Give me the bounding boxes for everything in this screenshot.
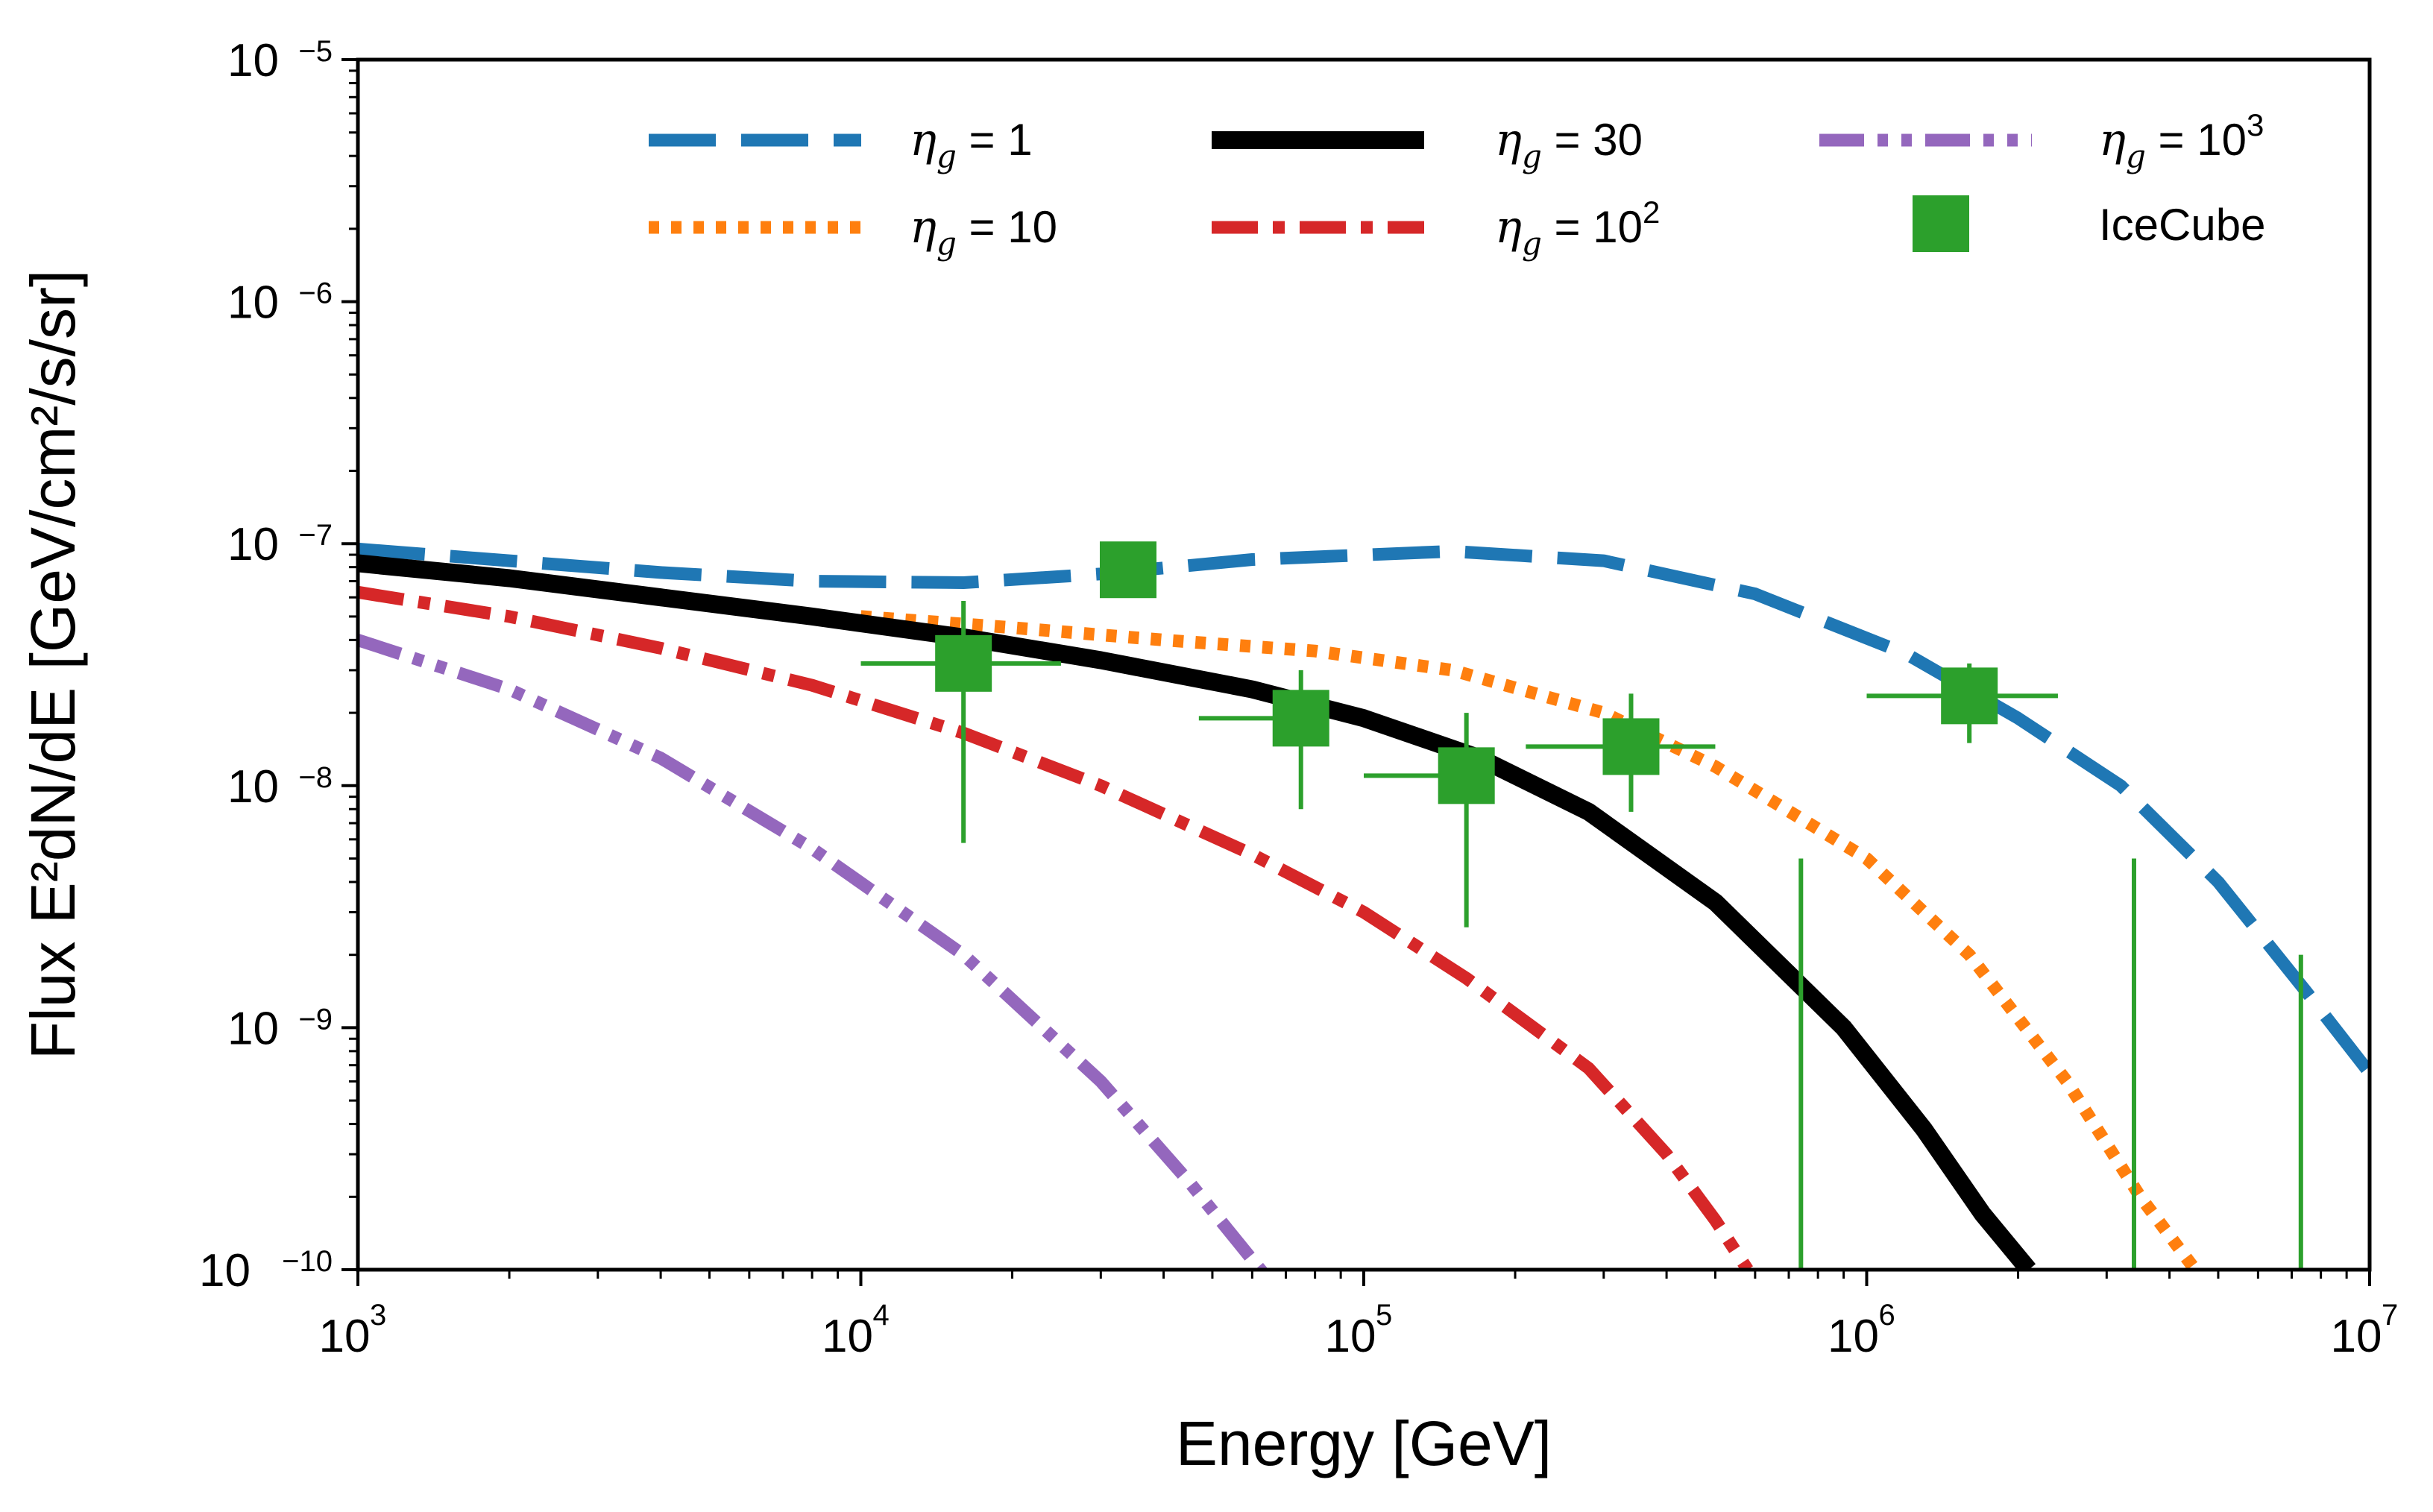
svg-text:10: 10 bbox=[227, 761, 279, 813]
legend-entry-4: ηg = 102 bbox=[1212, 195, 1660, 262]
svg-text:−8: −8 bbox=[298, 761, 333, 794]
series-line-2 bbox=[860, 610, 2200, 1270]
svg-text:10: 10 bbox=[319, 1311, 371, 1362]
legend-label: ηg = 30 bbox=[1495, 114, 1643, 174]
legend: ηg = 1 ηg = 10 ηg = 30 ηg = 102 ηg = 103 IceC… bbox=[649, 107, 2265, 262]
series-line-3 bbox=[358, 554, 2036, 1270]
svg-text:10: 10 bbox=[199, 1245, 251, 1297]
y-axis-title-text: Flux E²dN/dE [GeV/cm²/s/sr] bbox=[18, 270, 88, 1060]
legend-entry-3: ηg = 30 bbox=[1212, 114, 1643, 174]
svg-text:10: 10 bbox=[227, 519, 279, 570]
svg-text:−10: −10 bbox=[282, 1245, 333, 1278]
x-tick-label: 10 4 bbox=[822, 1299, 890, 1362]
y-axis-label: Flux E²dN/dE [GeV/cm²/s/sr] bbox=[18, 270, 88, 1060]
legend-entry-1: ηg = 1 bbox=[649, 114, 1033, 174]
y-tick-label: −5 10 bbox=[227, 35, 333, 86]
x-tick-label: 10 3 bbox=[319, 1299, 387, 1362]
legend-entry-5: ηg = 103 bbox=[1819, 107, 2264, 174]
svg-text:−6: −6 bbox=[298, 277, 333, 310]
y-tick-label: −7 10 bbox=[227, 519, 333, 570]
icecube-point bbox=[1866, 663, 2058, 743]
model-curves bbox=[358, 542, 2370, 1270]
legend-swatch bbox=[1913, 195, 1969, 252]
svg-text:4: 4 bbox=[873, 1299, 890, 1332]
series-line-4 bbox=[358, 585, 1754, 1270]
y-tick-label: −8 10 bbox=[227, 761, 333, 813]
x-axis-label: Energy [GeV] bbox=[1176, 1408, 1552, 1478]
svg-text:−9: −9 bbox=[298, 1003, 333, 1036]
svg-text:−5: −5 bbox=[298, 35, 333, 68]
legend-label: ηg = 102 bbox=[1495, 195, 1660, 262]
icecube-point bbox=[1526, 693, 1716, 812]
svg-text:3: 3 bbox=[370, 1299, 386, 1332]
icecube-marker bbox=[1099, 541, 1156, 599]
icecube-data bbox=[860, 541, 2303, 1270]
y-tick-label: −6 10 bbox=[227, 277, 333, 329]
y-tick-label: −9 10 bbox=[227, 1003, 333, 1054]
icecube-marker bbox=[1272, 690, 1329, 747]
svg-text:10: 10 bbox=[822, 1311, 873, 1362]
svg-text:10: 10 bbox=[227, 1003, 279, 1054]
major-ticks bbox=[341, 58, 2371, 1286]
icecube-marker bbox=[1941, 667, 1998, 725]
x-tick-label: 10 5 bbox=[1325, 1299, 1393, 1362]
minor-ticks bbox=[349, 69, 2348, 1279]
svg-text:10: 10 bbox=[2331, 1311, 2382, 1362]
svg-text:6: 6 bbox=[1879, 1299, 1895, 1332]
icecube-marker bbox=[1438, 747, 1495, 804]
svg-text:−7: −7 bbox=[298, 519, 333, 552]
x-tick-label: 10 6 bbox=[1828, 1299, 1895, 1362]
icecube-point bbox=[1198, 670, 1329, 810]
legend-label: ηg = 10 bbox=[910, 201, 1057, 262]
icecube-point bbox=[860, 600, 1061, 843]
legend-label: ηg = 103 bbox=[2099, 107, 2264, 174]
svg-text:7: 7 bbox=[2382, 1299, 2398, 1332]
icecube-point bbox=[1099, 541, 1156, 599]
y-tick-labels: −10 10 −9 10 −8 10 −7 10 −6 10 −5 10 bbox=[199, 35, 333, 1297]
x-tick-labels: 10 3 10 4 10 5 10 6 10 7 bbox=[319, 1299, 2399, 1362]
series-line-1 bbox=[358, 542, 2370, 1077]
svg-text:10: 10 bbox=[1325, 1311, 1376, 1362]
legend-entry-2: ηg = 10 bbox=[649, 201, 1057, 262]
legend-entry-icecube: IceCube bbox=[1913, 195, 2265, 252]
svg-text:10: 10 bbox=[227, 35, 279, 86]
x-tick-label: 10 7 bbox=[2331, 1299, 2399, 1362]
icecube-marker bbox=[935, 634, 992, 692]
svg-text:5: 5 bbox=[1376, 1299, 1392, 1332]
y-tick-label: −10 10 bbox=[199, 1245, 333, 1297]
plot-frame bbox=[356, 57, 2372, 1272]
svg-text:10: 10 bbox=[227, 277, 279, 329]
icecube-point bbox=[1364, 713, 1495, 927]
svg-text:10: 10 bbox=[1828, 1311, 1879, 1362]
legend-label: ηg = 1 bbox=[910, 114, 1033, 174]
legend-label: IceCube bbox=[2099, 200, 2265, 250]
icecube-marker bbox=[1602, 718, 1660, 775]
series-line-5 bbox=[358, 634, 1269, 1270]
